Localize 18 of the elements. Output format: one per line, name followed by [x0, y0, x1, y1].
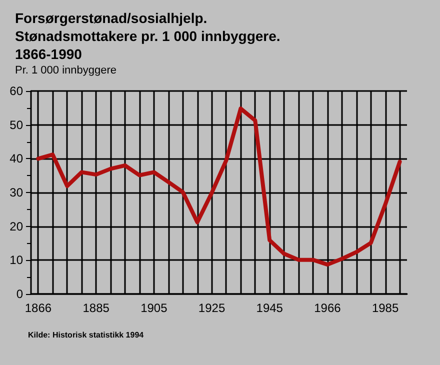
x-tick-label: 1925 — [198, 301, 226, 315]
y-tick-label: 0 — [16, 287, 24, 301]
y-tick-label: 40 — [10, 152, 24, 166]
x-tick-label: 1866 — [24, 301, 52, 315]
x-tick-label: 1945 — [256, 301, 284, 315]
chart-title: Forsørgerstønad/sosialhjelp. Stønadsmottakere pr. 1 000 innbyggere. 1866-1990 — [15, 10, 280, 62]
chart-subtitle: Pr. 1 000 innbyggere — [15, 64, 117, 76]
x-tick-label: 1966 — [314, 301, 342, 315]
line-series — [36, 106, 402, 267]
text: Kilde: Historisk statistikk 1994 — [28, 330, 144, 340]
x-tick-label: 1985 — [372, 301, 399, 315]
y-tick-label: 60 — [10, 84, 24, 98]
y-tick-label: 50 — [10, 118, 24, 132]
y-tick-label: 10 — [10, 253, 24, 268]
x-tick-label: 1885 — [82, 301, 110, 315]
y-tick-label: 20 — [10, 219, 24, 234]
x-tick-label: 1905 — [140, 301, 168, 315]
y-tick-label: 30 — [10, 186, 24, 200]
